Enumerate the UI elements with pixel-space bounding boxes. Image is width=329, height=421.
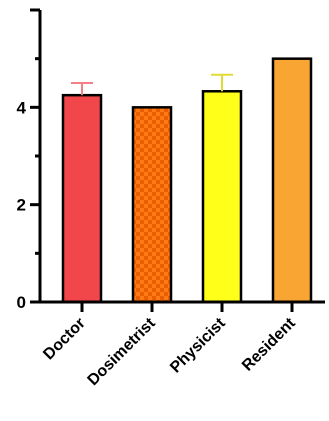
x-tick-label-doctor: Doctor [40,315,88,363]
x-tick-label-dosimetrist: Dosimetrist [85,314,160,389]
bars-layer [61,57,313,304]
y-tick-label-0: 0 [17,293,26,312]
bar-resident [271,57,313,304]
x-tick-label-physicist: Physicist [167,314,229,376]
bar-physicist [201,90,243,304]
bar-dosimetrist [131,106,173,304]
bar-doctor [61,93,103,304]
axes-layer [30,8,325,312]
x-tick-label-resident: Resident [239,314,299,374]
y-tick-label-2: 2 [17,196,26,215]
y-tick-label-4: 4 [17,98,27,117]
error-bars-layer [71,73,233,96]
